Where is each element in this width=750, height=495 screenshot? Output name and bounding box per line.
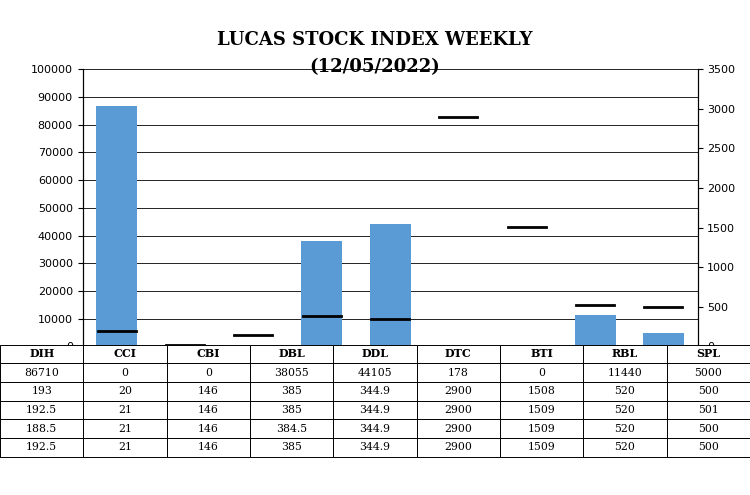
Bar xyxy=(574,315,616,346)
Bar xyxy=(96,106,137,346)
Text: (12/05/2022): (12/05/2022) xyxy=(310,58,440,76)
Bar xyxy=(643,333,684,346)
Bar xyxy=(302,241,342,346)
Bar xyxy=(370,224,410,346)
Text: LUCAS STOCK INDEX WEEKLY: LUCAS STOCK INDEX WEEKLY xyxy=(217,31,532,49)
